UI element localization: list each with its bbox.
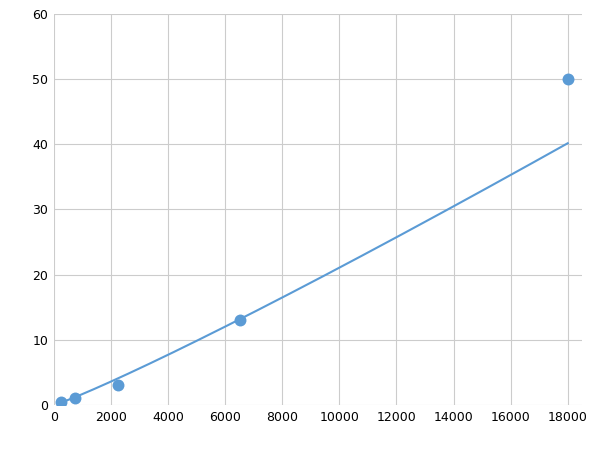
Point — [71, 395, 80, 402]
Point — [563, 75, 572, 82]
Point — [113, 382, 123, 389]
Point — [235, 317, 244, 324]
Point — [56, 398, 66, 405]
